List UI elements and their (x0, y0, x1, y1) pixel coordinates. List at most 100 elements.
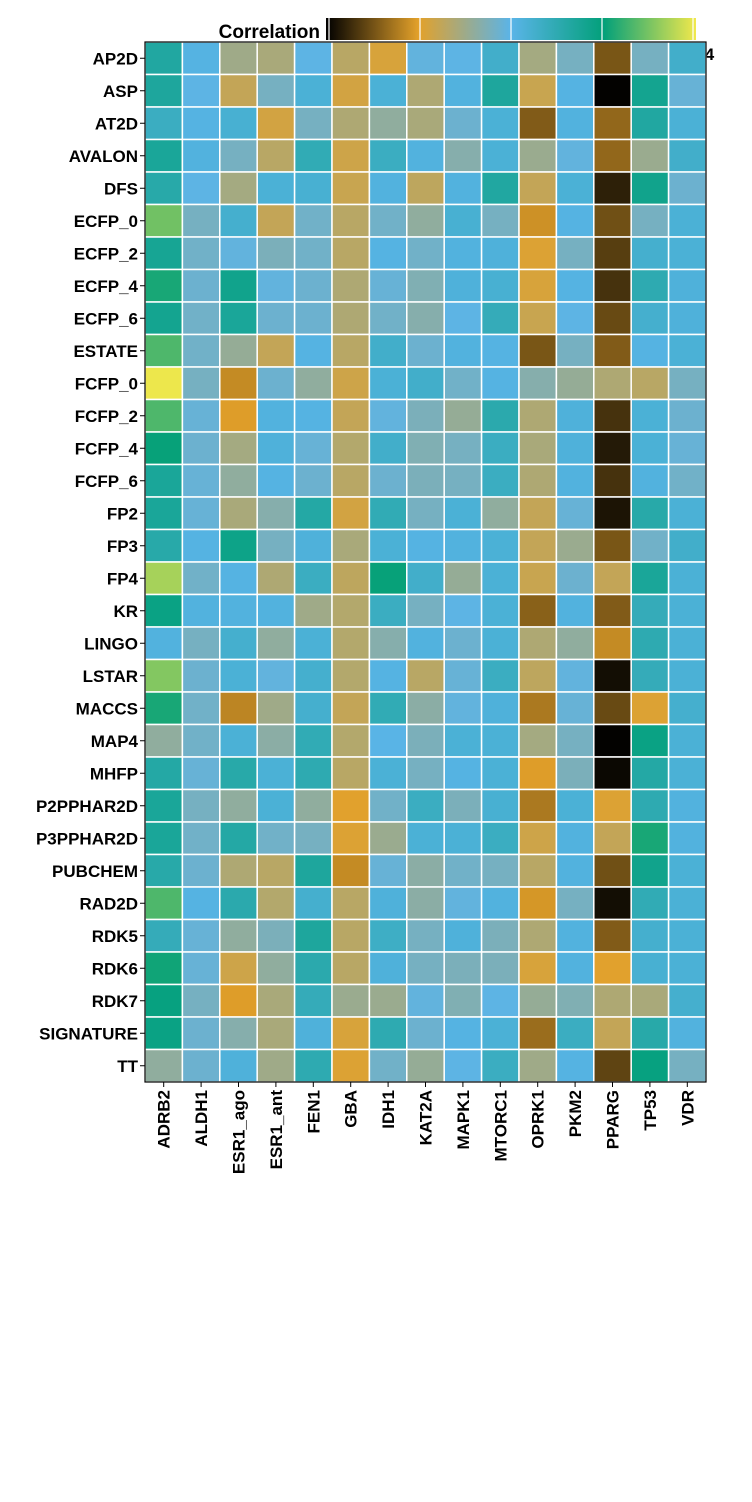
heatmap-cell (630, 593, 670, 628)
heatmap-cell (406, 106, 445, 141)
heatmap-cell (256, 918, 296, 953)
heatmap-cell (555, 853, 595, 888)
heatmap-cell (181, 268, 221, 303)
heatmap-cell (518, 658, 558, 693)
heatmap-cell (667, 918, 707, 953)
heatmap-cell (667, 561, 707, 596)
heatmap-cell (368, 788, 408, 823)
heatmap-cell (593, 333, 632, 368)
heatmap-cell (630, 268, 670, 303)
heatmap-cell (368, 853, 408, 888)
heatmap-cell (144, 236, 184, 271)
heatmap-cell (555, 723, 595, 758)
heatmap-cell (630, 658, 670, 693)
heatmap-cell (518, 333, 558, 368)
heatmap-cell (593, 41, 632, 76)
heatmap-cell (219, 853, 258, 888)
heatmap-cell (368, 691, 408, 726)
heatmap-cell (480, 1048, 520, 1083)
heatmap-cell (518, 626, 558, 661)
heatmap-cell (443, 723, 483, 758)
heatmap-cell (443, 561, 483, 596)
heatmap-cell (480, 691, 520, 726)
heatmap-cell (219, 691, 258, 726)
heatmap-cell (368, 821, 408, 856)
heatmap-cell (181, 73, 221, 108)
heatmap-cell (443, 528, 483, 563)
heatmap-cell (480, 463, 520, 498)
heatmap-cell (256, 983, 296, 1018)
heatmap-cell (630, 236, 670, 271)
heatmap-cell (368, 41, 408, 76)
heatmap-cell (256, 106, 296, 141)
heatmap-cell (518, 203, 558, 238)
heatmap-cell (368, 333, 408, 368)
heatmap-cell (331, 561, 371, 596)
heatmap-cell (443, 431, 483, 466)
heatmap-cell (667, 138, 707, 173)
heatmap-cell (630, 463, 670, 498)
heatmap-cell (331, 593, 371, 628)
heatmap-cell (144, 73, 184, 108)
heatmap-cell (480, 561, 520, 596)
heatmap-cell (667, 463, 707, 498)
heatmap-cell (331, 886, 371, 921)
heatmap-cell (406, 691, 445, 726)
row-label: AT2D (95, 114, 138, 133)
heatmap-cell (331, 496, 371, 531)
heatmap-cell (256, 886, 296, 921)
heatmap-cell (368, 106, 408, 141)
heatmap-cell (256, 398, 296, 433)
heatmap-cell (480, 106, 520, 141)
heatmap-cell (406, 73, 445, 108)
heatmap-cell (667, 983, 707, 1018)
heatmap-cell (406, 626, 445, 661)
heatmap-cell (368, 171, 408, 206)
heatmap-cell (144, 301, 184, 336)
heatmap-cell (181, 756, 221, 791)
heatmap-cell (256, 951, 296, 986)
row-label: AP2D (93, 49, 138, 68)
heatmap-cell (181, 1048, 221, 1083)
heatmap-cell (331, 983, 371, 1018)
heatmap-cell (219, 171, 258, 206)
heatmap-cell (256, 496, 296, 531)
heatmap-cell (293, 723, 333, 758)
heatmap-cell (219, 593, 258, 628)
heatmap-cell (406, 756, 445, 791)
heatmap-cell (555, 1016, 595, 1051)
column-label: ESR1_ago (230, 1090, 249, 1174)
heatmap-cell (293, 463, 333, 498)
heatmap-cell (555, 106, 595, 141)
heatmap-cell (293, 301, 333, 336)
heatmap-cell (181, 593, 221, 628)
heatmap-cell (293, 496, 333, 531)
heatmap-cell (406, 528, 445, 563)
heatmap-cell (518, 886, 558, 921)
heatmap-cell (593, 431, 632, 466)
heatmap-cell (555, 203, 595, 238)
heatmap-cell (555, 398, 595, 433)
heatmap-cell (256, 853, 296, 888)
heatmap-cell (219, 398, 258, 433)
heatmap-cell (630, 983, 670, 1018)
heatmap-cell (480, 593, 520, 628)
heatmap-cell (480, 918, 520, 953)
heatmap-cell (406, 658, 445, 693)
heatmap-cell (518, 691, 558, 726)
row-label: LSTAR (83, 667, 138, 686)
heatmap-cell (443, 918, 483, 953)
heatmap-cell (293, 626, 333, 661)
heatmap-cell (331, 626, 371, 661)
heatmap-cell (219, 268, 258, 303)
heatmap-cell (630, 853, 670, 888)
heatmap-cell (480, 1016, 520, 1051)
column-label: ESR1_ant (267, 1090, 286, 1170)
heatmap-cell (630, 333, 670, 368)
heatmap-cell (518, 561, 558, 596)
heatmap-cell (630, 171, 670, 206)
heatmap-cell (256, 333, 296, 368)
heatmap-cell (518, 138, 558, 173)
heatmap-cell (181, 626, 221, 661)
